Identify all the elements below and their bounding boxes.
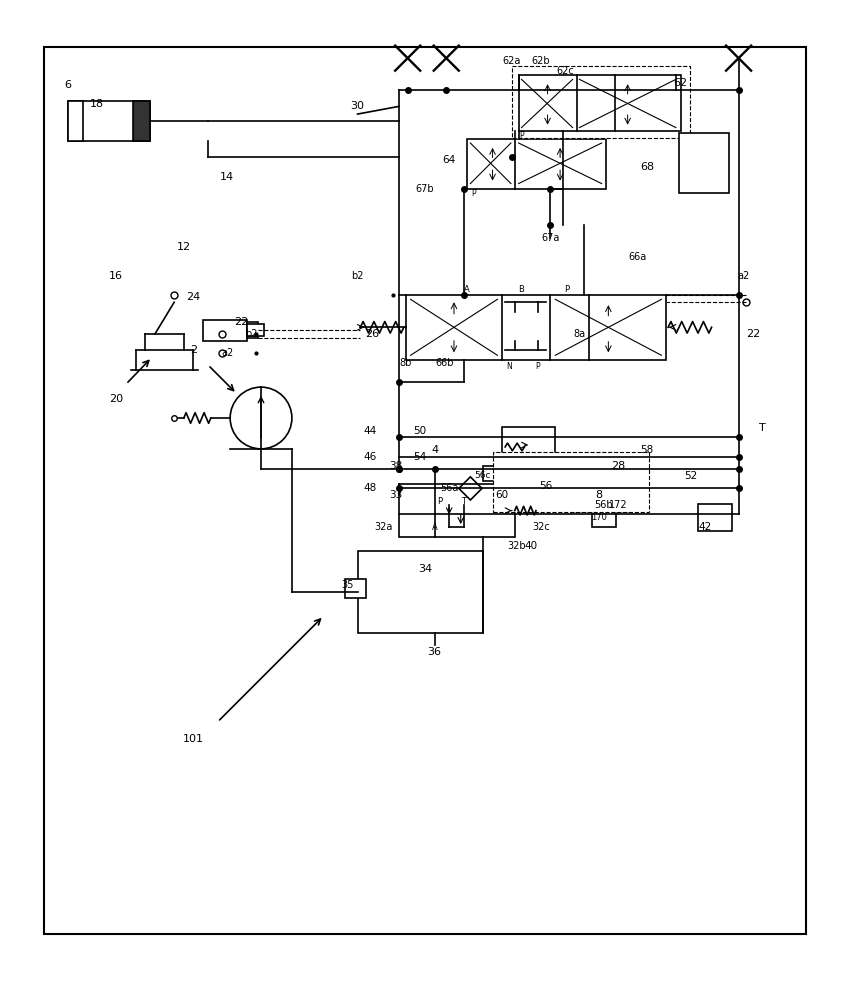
Text: B: B	[519, 285, 525, 294]
Bar	[133, 101, 150, 141]
Text: 24: 24	[187, 292, 200, 302]
Bar	[399, 484, 515, 537]
Text: 8b: 8b	[400, 358, 412, 368]
Text: 22: 22	[234, 317, 249, 327]
Text: T: T	[461, 497, 466, 506]
Text: 64: 64	[442, 155, 456, 165]
Text: 56: 56	[539, 481, 552, 491]
Text: b2: b2	[245, 329, 257, 339]
Text: 67b: 67b	[416, 184, 435, 194]
Text: a2: a2	[222, 348, 233, 358]
Text: a2: a2	[737, 271, 750, 281]
Text: 30: 30	[350, 101, 365, 111]
Text: 101: 101	[183, 734, 204, 744]
Text: 50: 50	[414, 426, 427, 436]
Text: 67a: 67a	[541, 233, 560, 243]
Bar	[68, 101, 83, 141]
Text: 22: 22	[746, 329, 760, 339]
Text: 62a: 62a	[503, 56, 521, 66]
Text: 6: 6	[65, 80, 72, 90]
Bar	[246, 324, 264, 336]
Bar	[68, 101, 150, 141]
Text: P: P	[536, 362, 540, 371]
Text: 68: 68	[640, 162, 654, 172]
Text: 32b: 32b	[508, 541, 526, 551]
Text: 8: 8	[596, 490, 602, 500]
Text: P: P	[519, 131, 524, 140]
Bar	[406, 294, 666, 360]
Bar	[246, 322, 258, 338]
Text: 170: 170	[590, 513, 607, 522]
Text: 62: 62	[674, 78, 688, 88]
Text: 34: 34	[418, 564, 432, 574]
Bar	[345, 579, 366, 598]
Text: P: P	[471, 189, 475, 198]
Text: 52: 52	[683, 471, 697, 481]
Text: 66b: 66b	[435, 358, 453, 368]
Text: 56b: 56b	[594, 500, 613, 510]
Bar	[358, 551, 483, 633]
Bar	[502, 427, 556, 463]
Text: 8a: 8a	[573, 329, 585, 339]
Bar	[679, 133, 729, 193]
Text: 62b: 62b	[532, 56, 550, 66]
Text: 62c: 62c	[556, 66, 573, 76]
Text: P: P	[564, 285, 569, 294]
Text: 28: 28	[611, 461, 625, 471]
Text: A: A	[463, 285, 469, 294]
Text: T: T	[759, 423, 766, 433]
Bar	[573, 475, 632, 512]
Text: 56c: 56c	[475, 471, 491, 480]
Text: 16: 16	[109, 271, 124, 281]
Text: N: N	[506, 362, 512, 371]
Text: 42: 42	[698, 522, 711, 532]
Text: 35: 35	[342, 580, 354, 590]
Bar	[512, 66, 690, 138]
Bar	[519, 75, 681, 131]
Bar	[592, 510, 616, 527]
Text: b2: b2	[351, 271, 364, 281]
Text: 12: 12	[176, 242, 191, 252]
Text: 58: 58	[641, 445, 653, 455]
Text: 54: 54	[413, 452, 427, 462]
Text: 46: 46	[364, 452, 377, 462]
Text: 2: 2	[190, 345, 197, 355]
Text: 18: 18	[90, 99, 104, 109]
Text: 33: 33	[389, 490, 403, 500]
Bar	[492, 452, 649, 512]
Text: 32a: 32a	[374, 522, 393, 532]
Bar	[203, 320, 246, 341]
Text: 14: 14	[220, 172, 234, 182]
Text: A: A	[432, 523, 438, 532]
Bar	[483, 466, 500, 481]
Text: 38: 38	[389, 461, 403, 471]
Bar	[467, 139, 607, 189]
Text: 60: 60	[496, 490, 509, 500]
Text: 48: 48	[364, 483, 377, 493]
Text: 66a: 66a	[628, 252, 647, 262]
Text: 56a: 56a	[440, 483, 458, 493]
Text: 44: 44	[364, 426, 377, 436]
Text: 26: 26	[365, 329, 379, 339]
Text: 36: 36	[428, 647, 441, 657]
Text: 32c: 32c	[532, 522, 550, 532]
Text: 172: 172	[608, 500, 627, 510]
Text: 20: 20	[109, 394, 124, 404]
Text: P: P	[437, 497, 442, 506]
Text: 4: 4	[431, 445, 438, 455]
Bar	[698, 504, 732, 531]
Text: 40: 40	[525, 541, 538, 551]
